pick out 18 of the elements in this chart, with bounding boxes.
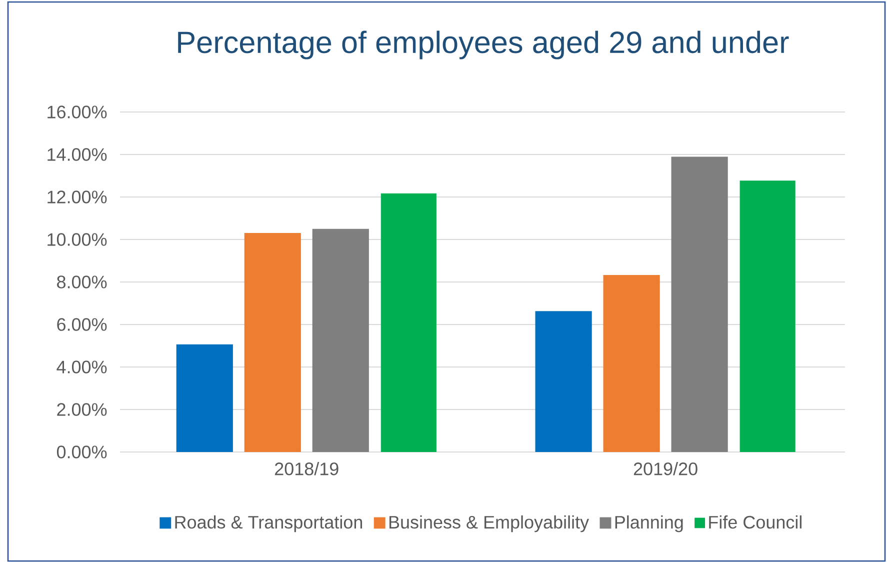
chart-title: Percentage of employees aged 29 and under: [178, 30, 789, 60]
y-tick-label: 8.00%: [57, 276, 107, 288]
legend-label: Roads & Transportation: [175, 515, 362, 532]
y-tick-label: 2.00%: [57, 403, 107, 416]
y-tick-label: 12.00%: [48, 190, 107, 204]
y-tick-label: 0.00%: [56, 446, 107, 458]
x-tick-label: 2019/20: [634, 462, 698, 476]
bar: [671, 156, 728, 452]
y-tick-label: 14.00%: [48, 148, 107, 161]
legend-label: Fife Council: [709, 515, 802, 529]
y-tick-label: 16.00%: [48, 106, 107, 118]
bar: [312, 228, 369, 452]
legend-label: Business & Employability: [389, 515, 590, 532]
x-tick-label: 2018/19: [275, 462, 338, 476]
y-tick-label: 6.00%: [57, 318, 107, 331]
y-tick-label: 4.00%: [56, 360, 107, 374]
legend-label: Planning: [615, 515, 683, 532]
y-tick-label: 10.00%: [48, 233, 107, 246]
